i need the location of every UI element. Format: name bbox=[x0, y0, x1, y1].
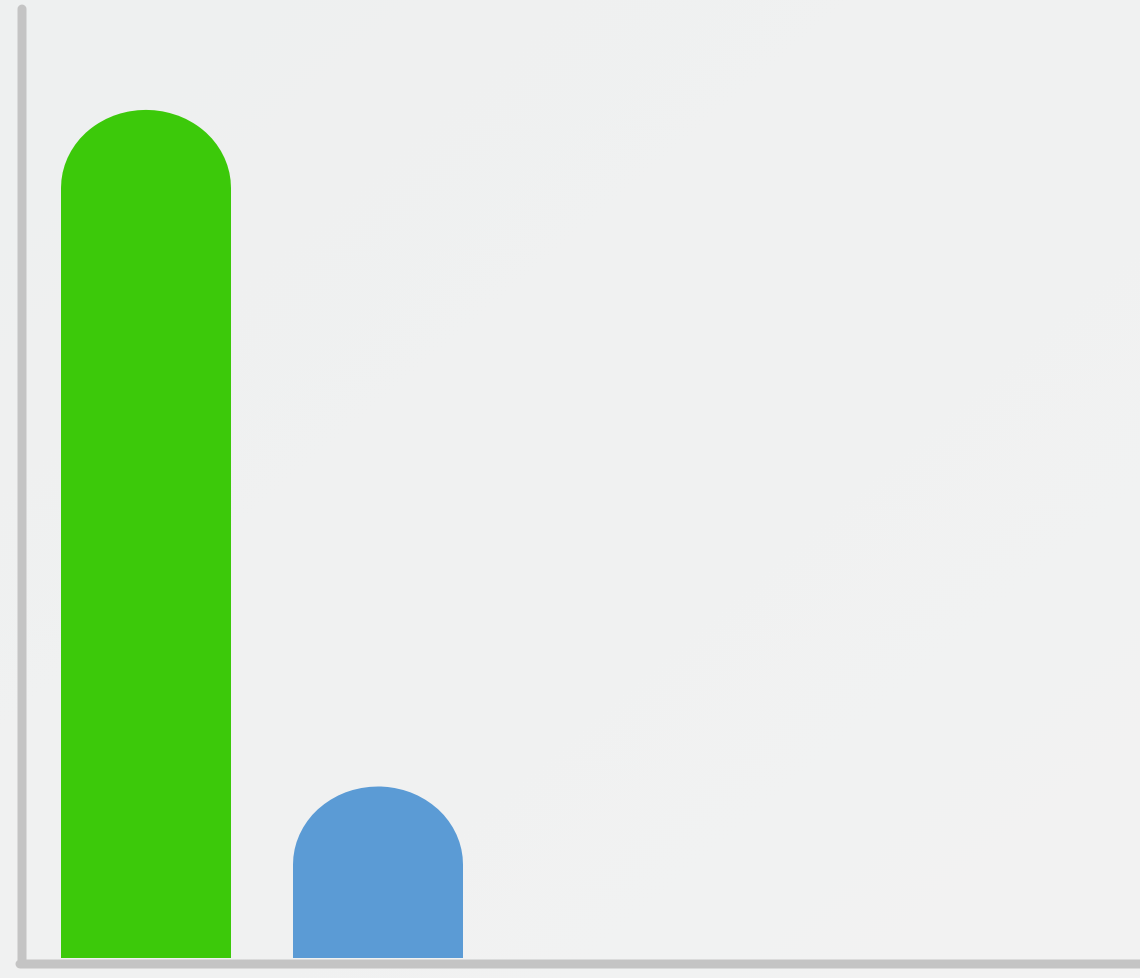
bar bbox=[293, 786, 463, 958]
bar bbox=[61, 109, 231, 958]
bars bbox=[61, 109, 463, 958]
